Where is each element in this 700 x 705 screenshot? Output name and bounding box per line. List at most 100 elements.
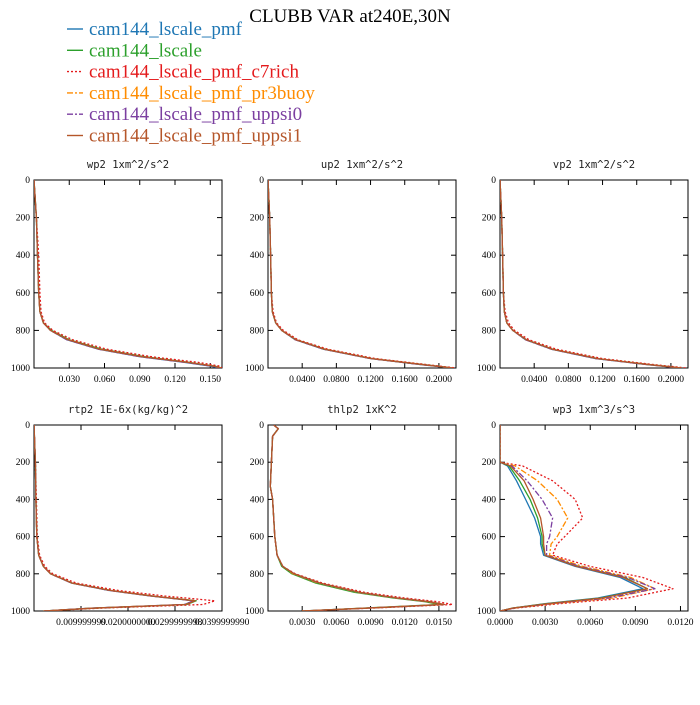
x-tick-label: 0.0120	[392, 618, 418, 628]
y-tick-label: 800	[482, 570, 497, 580]
series-line	[269, 425, 454, 611]
x-tick-label: 0.0399999990	[195, 618, 250, 628]
y-tick-label: 200	[250, 214, 265, 224]
x-tick-label: 0.0060	[323, 618, 349, 628]
series-line	[34, 425, 216, 611]
x-tick-label: 0.030	[59, 375, 81, 385]
x-tick-label: 0.0060	[577, 618, 603, 628]
series-line	[269, 425, 445, 611]
series-group	[34, 180, 222, 368]
panel: wp2 1xm^2/s^2 0 200 400 600 800 1000 0.030 0.060…	[11, 159, 223, 385]
x-tick-label: 0.2000	[658, 375, 684, 385]
series-line	[34, 180, 220, 368]
series-line	[34, 180, 221, 368]
x-tick-label: 0.060	[94, 375, 116, 385]
legend-entry: cam144_lscale_pmf_uppsi1	[89, 126, 302, 147]
x-tick-label: 0.0030	[532, 618, 558, 628]
y-tick-label: 0	[25, 176, 30, 186]
y-tick-label: 0	[259, 421, 264, 431]
panel: thlp2 1xK^2 0 200 400 600 800 1000 0.0030 0.0060…	[245, 404, 457, 628]
x-tick-label: 0.090	[129, 375, 151, 385]
series-line	[269, 425, 445, 611]
x-tick-label: 0.0400	[521, 375, 547, 385]
y-tick-label: 600	[16, 533, 31, 543]
y-tick-label: 1000	[477, 607, 496, 617]
panel: rtp2 1E-6x(kg/kg)^2 0 200 400 600 800 1000 0.00…	[11, 404, 250, 628]
x-tick-label: 0.1600	[624, 375, 650, 385]
y-tick-label: 1000	[245, 607, 264, 617]
x-tick-label: 0.0200000000	[101, 618, 156, 628]
series-group	[269, 425, 454, 611]
y-tick-label: 800	[250, 326, 265, 336]
series-line	[34, 180, 222, 368]
plot-frame	[33, 424, 223, 612]
x-tick-label: 0.0090	[357, 618, 383, 628]
x-tick-label: 0.1200	[357, 375, 383, 385]
x-tick-label: 0.1200	[589, 375, 615, 385]
x-tick-label: 0.0000	[487, 618, 513, 628]
y-tick-label: 400	[16, 495, 31, 505]
legend-entry: cam144_lscale_pmf_pr3buoy	[89, 83, 315, 104]
panel-title: rtp2 1E-6x(kg/kg)^2	[68, 404, 188, 416]
y-tick-label: 200	[482, 458, 497, 468]
x-tick-label: 0.0800	[323, 375, 349, 385]
y-tick-label: 400	[16, 251, 31, 261]
plot-frame	[267, 179, 457, 369]
series-line	[34, 425, 195, 611]
series-line	[34, 180, 222, 368]
y-tick-label: 200	[16, 458, 31, 468]
series-line	[500, 425, 674, 611]
plot-frame	[499, 424, 689, 612]
x-tick-label: 0.0090	[622, 618, 648, 628]
x-tick-label: 0.150	[200, 375, 222, 385]
plot-frame	[267, 424, 457, 612]
series-line	[500, 425, 649, 611]
legend-entry: cam144_lscale_pmf	[89, 19, 243, 40]
y-tick-label: 1000	[245, 364, 264, 374]
x-tick-label: 0.0150	[426, 618, 452, 628]
x-tick-label: 0.0800	[555, 375, 581, 385]
series-line	[34, 180, 220, 368]
y-tick-label: 400	[482, 251, 497, 261]
series-line	[34, 425, 196, 611]
y-tick-label: 400	[250, 495, 265, 505]
y-tick-label: 600	[250, 289, 265, 299]
series-line	[500, 425, 644, 611]
y-tick-label: 1000	[11, 607, 30, 617]
series-group	[268, 180, 456, 368]
y-tick-label: 800	[16, 570, 31, 580]
series-line	[34, 425, 196, 611]
panel-title: up2 1xm^2/s^2	[321, 159, 403, 171]
series-line	[500, 180, 682, 368]
x-tick-label: 0.1600	[392, 375, 418, 385]
series-group	[500, 425, 674, 611]
series-group	[500, 180, 687, 368]
series-line	[34, 180, 221, 368]
y-tick-label: 400	[482, 495, 497, 505]
panel: up2 1xm^2/s^2 0 200 400 600 800 1000 0.0400 0.08…	[245, 159, 457, 385]
legend: cam144_lscale_pmfcam144_lscalecam144_lsc…	[67, 19, 315, 147]
panel-title: thlp2 1xK^2	[327, 404, 397, 416]
panel-title: vp2 1xm^2/s^2	[553, 159, 635, 171]
y-tick-label: 600	[250, 533, 265, 543]
y-tick-label: 0	[491, 421, 496, 431]
series-line	[269, 425, 446, 611]
y-tick-label: 1000	[477, 364, 496, 374]
x-tick-label: 0.0400	[289, 375, 315, 385]
y-tick-label: 800	[16, 326, 31, 336]
plot-frame	[33, 179, 223, 369]
y-tick-label: 200	[16, 214, 31, 224]
y-tick-label: 600	[482, 289, 497, 299]
legend-entry: cam144_lscale_pmf_c7rich	[89, 62, 299, 83]
panel: vp2 1xm^2/s^2 0 200 400 600 800 1000 0.0400 0.08…	[477, 159, 689, 385]
series-line	[269, 425, 443, 611]
x-tick-label: 0.0120	[667, 618, 693, 628]
x-tick-label: 0.2000	[426, 375, 452, 385]
x-tick-label: 0.0299999998	[148, 618, 203, 628]
figure-title: CLUBB VAR at240E,30N	[249, 6, 451, 27]
legend-entry: cam144_lscale_pmf_uppsi0	[89, 104, 302, 125]
series-line	[500, 425, 649, 611]
